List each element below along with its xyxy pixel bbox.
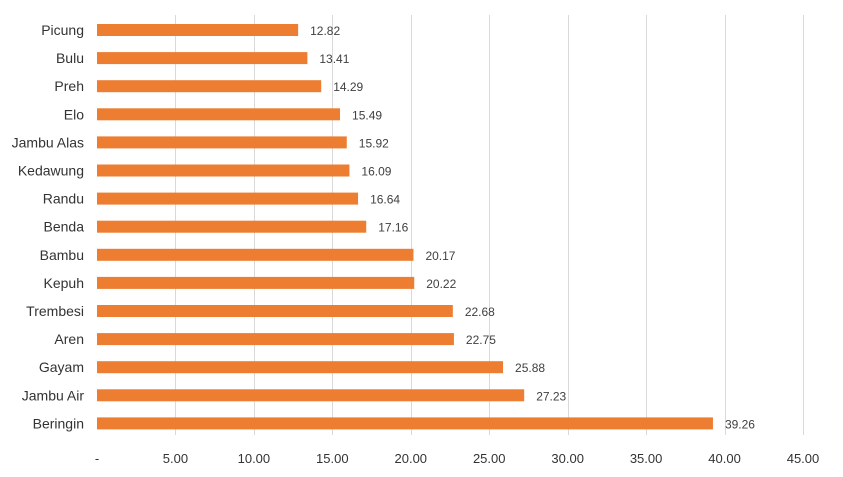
bar-10	[97, 305, 453, 317]
value-label-8: 20.17	[425, 249, 455, 263]
bar-4	[97, 136, 347, 149]
category-label-3: Elo	[64, 106, 84, 122]
bar-13	[97, 389, 525, 402]
category-label-5: Kedawung	[18, 163, 84, 179]
x-tick-label-1: 5.00	[163, 451, 188, 466]
bar-3	[97, 108, 341, 121]
x-tick-label-2: 10.00	[238, 451, 271, 466]
bar-0	[97, 24, 299, 36]
x-tick-label-8: 40.00	[708, 451, 741, 466]
value-label-4: 15.92	[359, 136, 389, 150]
bar-12	[97, 361, 504, 374]
x-tick-label-7: 35.00	[630, 451, 663, 466]
bar-2	[97, 80, 322, 93]
category-label-1: Bulu	[56, 50, 84, 66]
category-label-14: Beringin	[33, 415, 84, 431]
category-label-8: Bambu	[40, 247, 84, 263]
value-label-9: 20.22	[426, 277, 456, 291]
category-label-9: Kepuh	[44, 275, 84, 291]
category-label-0: Picung	[41, 22, 84, 38]
value-label-3: 15.49	[352, 108, 382, 122]
x-tick-label-0: -	[95, 451, 99, 466]
value-label-7: 17.16	[378, 221, 408, 235]
bar-6	[97, 192, 359, 205]
value-label-13: 27.23	[536, 389, 566, 403]
x-tick-label-9: 45.00	[787, 451, 820, 466]
value-label-12: 25.88	[515, 361, 545, 375]
category-label-7: Benda	[44, 219, 85, 235]
bar-9	[97, 276, 415, 289]
category-label-10: Trembesi	[26, 303, 84, 319]
value-label-10: 22.68	[465, 305, 495, 319]
x-tick-label-4: 20.00	[395, 451, 428, 466]
x-tick-label-6: 30.00	[551, 451, 584, 466]
category-label-4: Jambu Alas	[12, 134, 84, 150]
category-label-2: Preh	[54, 78, 84, 94]
bar-8	[97, 248, 414, 261]
category-label-12: Gayam	[39, 359, 84, 375]
bar-1	[97, 52, 308, 65]
category-label-11: Aren	[54, 331, 84, 347]
value-label-11: 22.75	[466, 333, 496, 347]
value-label-6: 16.64	[370, 193, 400, 207]
value-label-14: 39.26	[725, 417, 755, 431]
x-tick-label-5: 25.00	[473, 451, 506, 466]
bar-7	[97, 220, 367, 233]
bar-14	[97, 417, 713, 430]
category-label-6: Randu	[43, 191, 84, 207]
value-label-0: 12.82	[310, 24, 340, 38]
value-label-1: 13.41	[319, 52, 349, 66]
bar-5	[97, 164, 350, 177]
value-label-2: 14.29	[333, 80, 363, 94]
value-label-5: 16.09	[361, 165, 391, 179]
x-tick-label-3: 15.00	[316, 451, 349, 466]
bar-11	[97, 333, 454, 346]
category-label-13: Jambu Air	[22, 387, 85, 403]
